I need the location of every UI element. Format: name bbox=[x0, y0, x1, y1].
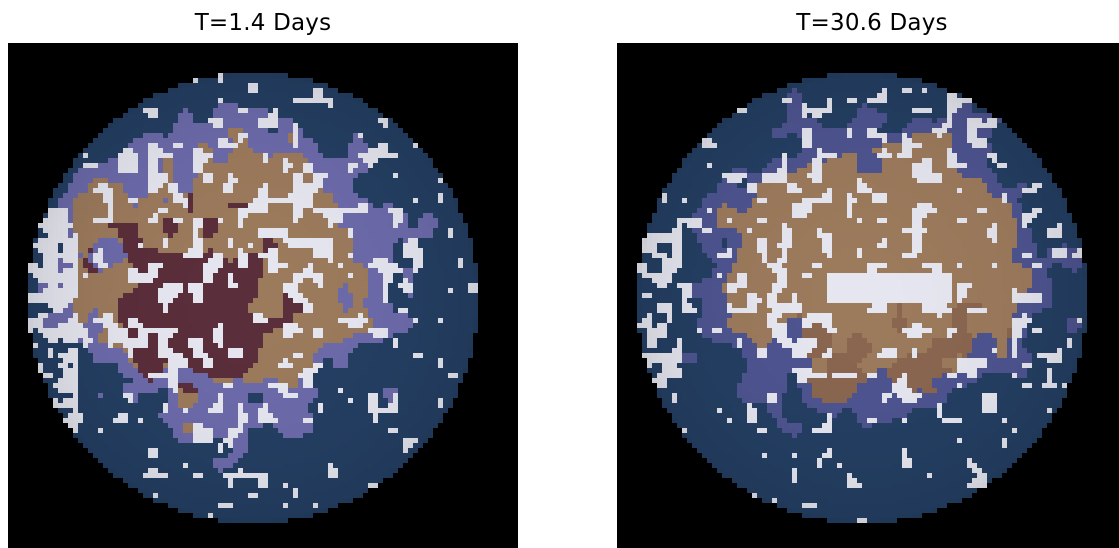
panel-title: T=30.6 Days bbox=[796, 10, 948, 36]
panel-day-30-6: T=30.6 Days bbox=[617, 0, 1119, 548]
planet-image-frame bbox=[8, 43, 518, 548]
planet-image-frame bbox=[617, 43, 1119, 548]
panel-title: T=1.4 Days bbox=[194, 10, 332, 36]
panel-day-1-4: T=1.4 Days bbox=[8, 0, 518, 548]
planet-sphere-image bbox=[617, 43, 1119, 548]
planet-sphere-image bbox=[8, 43, 518, 548]
